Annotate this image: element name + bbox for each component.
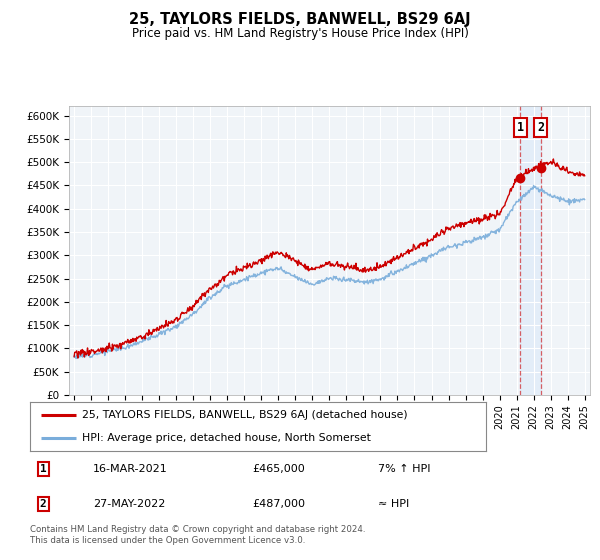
Text: 25, TAYLORS FIELDS, BANWELL, BS29 6AJ (detached house): 25, TAYLORS FIELDS, BANWELL, BS29 6AJ (d…	[82, 410, 408, 421]
Text: £465,000: £465,000	[252, 464, 305, 474]
Text: £487,000: £487,000	[252, 499, 305, 509]
Text: 7% ↑ HPI: 7% ↑ HPI	[378, 464, 431, 474]
Text: 16-MAR-2021: 16-MAR-2021	[93, 464, 168, 474]
Text: 1: 1	[40, 464, 47, 474]
Text: 2: 2	[40, 499, 47, 509]
Text: 1: 1	[517, 121, 524, 134]
Bar	[520, 106, 541, 395]
Text: 2: 2	[537, 121, 544, 134]
Text: HPI: Average price, detached house, North Somerset: HPI: Average price, detached house, Nort…	[82, 433, 371, 444]
Text: ≈ HPI: ≈ HPI	[378, 499, 409, 509]
Text: 27-MAY-2022: 27-MAY-2022	[93, 499, 166, 509]
Text: Contains HM Land Registry data © Crown copyright and database right 2024.
This d: Contains HM Land Registry data © Crown c…	[30, 525, 365, 545]
Text: 25, TAYLORS FIELDS, BANWELL, BS29 6AJ: 25, TAYLORS FIELDS, BANWELL, BS29 6AJ	[129, 12, 471, 27]
Text: Price paid vs. HM Land Registry's House Price Index (HPI): Price paid vs. HM Land Registry's House …	[131, 27, 469, 40]
